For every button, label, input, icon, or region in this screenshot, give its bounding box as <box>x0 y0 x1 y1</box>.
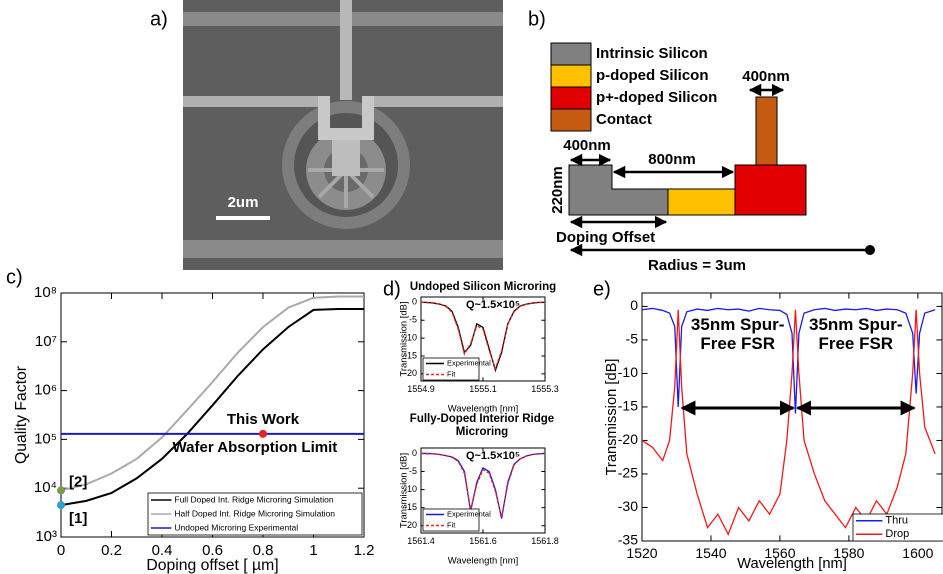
y-tick-label: -5 <box>409 466 417 476</box>
x-tick-label: 1555.3 <box>531 384 559 394</box>
fsr-label: 35nm Spur-Free FSR <box>806 316 906 396</box>
legend-label: Half Doped Int. Ridge Microring Simulati… <box>174 508 335 518</box>
x-tick-label: 1561.4 <box>407 536 435 546</box>
fsr-label: 35nm Spur-Free FSR <box>688 316 788 396</box>
legend-swatch <box>551 87 591 109</box>
y-tick-label: 0 <box>412 297 417 307</box>
x-tick-label: 1554.9 <box>407 384 435 394</box>
legend-label: p+-doped Silicon <box>596 89 717 106</box>
y-tick-label: -5 <box>626 331 639 347</box>
y-tick-label: -10 <box>618 364 638 380</box>
y-tick-label: -5 <box>409 315 417 325</box>
p-doped-region <box>668 189 735 215</box>
x-tick-label: 0.2 <box>101 542 122 559</box>
dimension-label: 400nm <box>563 137 611 154</box>
point-label: [2] <box>69 473 87 490</box>
legend-label: Intrinsic Silicon <box>596 45 708 62</box>
y-tick-label: 10⁶ <box>34 382 57 399</box>
radius-label: Radius = 3um <box>648 257 746 274</box>
chart-title: Undoped Silicon Microring <box>410 281 556 293</box>
x-tick-label: 1 <box>309 542 317 559</box>
y-axis-label: Transmission [dB] <box>604 359 620 476</box>
point-label: This Work <box>227 411 300 428</box>
x-tick-label: 1600 <box>902 545 933 561</box>
legend-label: Thru <box>885 515 908 527</box>
scale-bar-label: 2um <box>228 194 259 211</box>
panel-label: a) <box>150 8 168 30</box>
x-axis-label: Wavelength [nm] <box>737 556 847 572</box>
x-tick-label: 1561.6 <box>469 536 497 546</box>
panel-label: e) <box>593 278 611 300</box>
fsr-label: 35nm Spur-Free FSR <box>688 316 788 353</box>
chart-title: Fully-Doped Interior Ridge Microring <box>392 413 572 438</box>
contact <box>756 97 777 165</box>
y-tick-label: 10⁸ <box>34 284 57 301</box>
y-tick-label: 0 <box>630 297 638 313</box>
x-tick-label: 0 <box>57 542 65 559</box>
legend-label: Experimental <box>447 358 491 367</box>
cross-section-diagram: Intrinsic Silicon p-doped Silicon p+-dop… <box>549 43 875 274</box>
panel-label: d) <box>383 278 401 300</box>
y-axis-label: Transmission [dB] <box>399 301 410 376</box>
legend-swatch <box>551 43 591 65</box>
ring-center <box>865 245 875 255</box>
data-point <box>57 501 65 509</box>
legend-label: Drop <box>885 528 909 540</box>
dimension-label: 220nm <box>549 166 566 214</box>
x-tick-label: 1561.8 <box>531 536 559 546</box>
y-tick-label: 0 <box>412 448 417 458</box>
y-tick-label: 10⁴ <box>34 479 57 496</box>
x-tick-label: 1.2 <box>354 542 375 559</box>
chart-title: Fully-Doped Interior Ridge Microring <box>392 413 572 449</box>
y-axis-label: Quality Factor <box>13 366 30 464</box>
legend-swatch <box>551 109 591 131</box>
legend-label: Fit <box>447 369 456 378</box>
y-tick-label: 10³ <box>35 528 57 545</box>
legend-label: Fit <box>447 520 456 529</box>
x-tick-label: 1555.1 <box>469 384 497 394</box>
x-tick-label: 1540 <box>695 545 726 561</box>
annotation: Q~1.5×10⁵ <box>466 450 520 462</box>
x-axis-label: Wavelength [nm] <box>448 556 518 567</box>
dimension-label: 400nm <box>742 68 790 85</box>
legend-label: Contact <box>596 111 652 128</box>
y-tick-label: -30 <box>618 498 638 514</box>
data-point <box>57 486 65 494</box>
legend-label: Undoped Microring Experimental <box>174 522 298 532</box>
legend-label: p-doped Silicon <box>596 67 709 84</box>
data-point <box>259 430 267 438</box>
y-tick-label: 10⁵ <box>34 430 57 447</box>
doping-offset-label: Doping Offset <box>556 229 655 246</box>
y-tick-label: -20 <box>618 431 638 447</box>
dimension-label: 800nm <box>648 151 696 168</box>
legend-label: Experimental <box>447 509 491 518</box>
x-axis-label: Doping offset [ µm] <box>146 557 278 574</box>
p-plus-region <box>735 165 806 215</box>
fsr-label: 35nm Spur-Free FSR <box>806 316 906 353</box>
y-axis-label: Transmission [dB] <box>399 453 410 528</box>
y-tick-label: -25 <box>618 465 638 481</box>
y-tick-label: -15 <box>618 398 638 414</box>
point-label: [1] <box>69 510 87 527</box>
annotation: Wafer Absorption Limit <box>173 439 338 456</box>
panel-label: b) <box>528 8 546 30</box>
sem-image: 2um <box>183 0 503 270</box>
legend-swatch <box>551 65 591 87</box>
annotation: Q~1.5×10⁵ <box>466 299 520 311</box>
y-tick-label: 10⁷ <box>35 333 57 350</box>
figure: a) b) c) d) e) 2um Intrinsic Silicon p-d… <box>0 0 943 574</box>
y-tick-label: -35 <box>618 532 638 548</box>
legend-label: Full Doped Int. Ridge Microring Simulati… <box>174 494 333 504</box>
panel-label: c) <box>6 266 23 288</box>
